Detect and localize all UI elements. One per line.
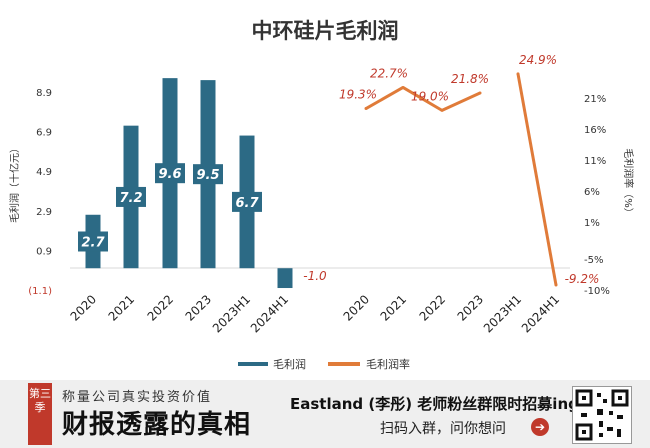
- y-right-tick-label: 6%: [584, 187, 600, 198]
- banner-title: 财报透露的真相: [62, 410, 252, 440]
- qr-code-icon[interactable]: [572, 386, 632, 444]
- bar-label-box: [193, 164, 223, 185]
- bar-value-label: 2.7: [81, 235, 105, 250]
- bar-x-tick-label: 2021: [106, 292, 137, 323]
- y-right-tick-label: -5%: [584, 255, 603, 266]
- line-x-tick-label: 2022: [417, 292, 448, 323]
- y-right-tick-label: 1%: [584, 218, 600, 229]
- line-value-label: -9.2%: [565, 272, 600, 286]
- promo-banner: [0, 380, 650, 448]
- bar-value-label: 9.5: [196, 168, 219, 183]
- bar-value-label: -1.0: [303, 269, 327, 283]
- line-x-tick-label: 2021: [378, 292, 409, 323]
- bar-label-box: [232, 191, 262, 212]
- y-axis-left-label: 毛利润（十亿元）: [8, 143, 21, 223]
- y-left-tick-label: 6.9: [36, 128, 52, 139]
- y-left-tick-label: 4.9: [36, 167, 52, 178]
- line-value-label: 21.8%: [451, 72, 489, 86]
- y-right-tick-label: 16%: [584, 125, 606, 136]
- banner-subtitle: 称量公司真实投资价值: [62, 390, 213, 405]
- bar-value-label: 6.7: [235, 196, 259, 211]
- season-badge: 第三季: [28, 383, 52, 445]
- chart-title: 中环硅片毛利润: [252, 19, 399, 43]
- bar-x-tick-label: 2020: [68, 292, 99, 323]
- line-value-label: 19.3%: [339, 88, 377, 102]
- y-axis-right: 21% 16% 11% 6% 1% -5% -10%: [584, 94, 610, 297]
- line-point: [478, 91, 482, 95]
- line-x-tick-label: 2023: [455, 292, 486, 323]
- line-value-label: 22.7%: [370, 66, 408, 80]
- legend-bar-label: 毛利润: [273, 357, 306, 371]
- y-left-tick-label: 2.9: [36, 207, 52, 218]
- y-right-tick-label: 11%: [584, 156, 606, 167]
- legend: 毛利润 毛利润率: [238, 357, 410, 371]
- bar-label-box: [155, 163, 185, 184]
- qr-code-graphic: [575, 389, 629, 441]
- bar-value-label: 7.2: [119, 191, 142, 206]
- line-x-tick-label: 2023H1: [481, 292, 524, 335]
- line-point: [554, 283, 558, 287]
- line-point: [440, 108, 444, 112]
- bar-series: [85, 78, 293, 289]
- line-point: [364, 107, 368, 111]
- y-right-tick-label: -10%: [584, 286, 610, 297]
- y-axis-left: 8.9 6.9 4.9 2.9 0.9 (1.1): [28, 88, 52, 297]
- y-right-tick-label: 21%: [584, 94, 606, 105]
- y-axis-right-label: 毛利润率（%）: [622, 148, 635, 218]
- line-value-label: 19.0%: [411, 89, 449, 103]
- banner-scan-text: 扫码入群，问你想问: [380, 421, 506, 437]
- y-left-tick-label: 0.9: [36, 246, 52, 257]
- bar: [277, 268, 293, 289]
- line-value-label: 24.9%: [519, 53, 557, 67]
- line-segment: [441, 91, 481, 112]
- arrow-right-icon[interactable]: ➔: [531, 418, 549, 436]
- line-point: [516, 72, 520, 76]
- y-left-tick-label: 8.9: [36, 88, 52, 99]
- bar-x-tick-label: 2024H1: [248, 292, 291, 335]
- bar-value-label: 9.6: [158, 167, 181, 182]
- chart-area: 中环硅片毛利润 毛利润（十亿元） 毛利润率（%） 8.9 6.9 4.9 2.9 0.9…: [8, 19, 635, 371]
- legend-line-label: 毛利润率: [366, 357, 410, 371]
- bar-label-box: [116, 186, 146, 207]
- line-x-tick-label: 2020: [341, 292, 372, 323]
- line-segment: [402, 86, 443, 112]
- bar-label-box: [78, 231, 108, 252]
- bar-x-tick-label: 2023: [183, 292, 214, 323]
- line-labels: 19.3% 22.7%19.0%21.8% 24.9% -9.2%: [339, 53, 599, 286]
- line-point: [401, 85, 405, 89]
- bar-x-tick-label: 2023H1: [210, 292, 253, 335]
- line-series: [364, 72, 558, 287]
- banner-recruit-text: Eastland (李彤) 老师粉丝群限时招募ing: [290, 395, 579, 413]
- line-x-tick-label: 2024H1: [519, 292, 562, 335]
- bar-x-tick-label: 2022: [145, 292, 176, 323]
- y-left-tick-label: (1.1): [28, 286, 52, 297]
- bar-labels: 2.7 7.2 9.6 9.5 6.7 -1.0: [78, 163, 327, 283]
- line-segment: [365, 86, 404, 110]
- line-segment: [516, 73, 558, 286]
